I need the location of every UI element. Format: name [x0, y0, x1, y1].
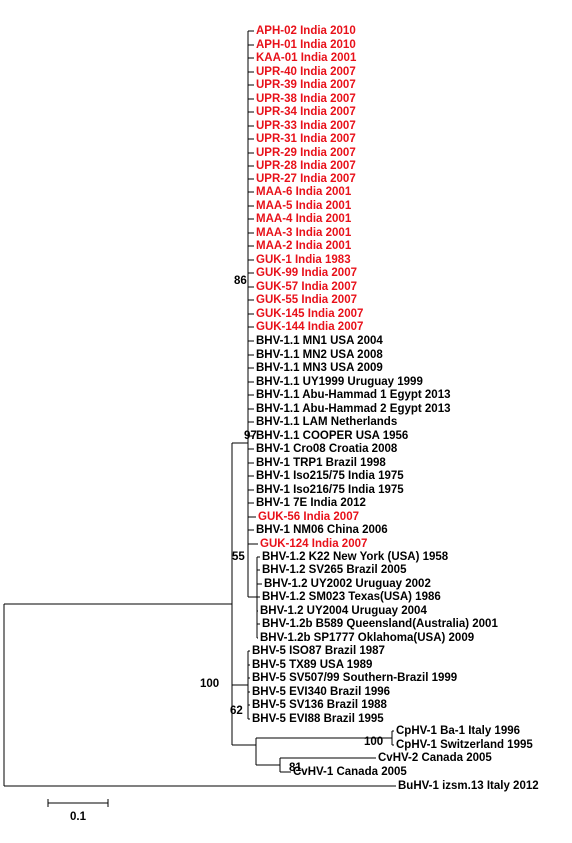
- leaf-label: BHV-1 Cro08 Croatia 2008: [256, 443, 398, 455]
- leaf-label: BHV-1.1 MN1 USA 2004: [256, 335, 383, 347]
- leaf-label: UPR-27 India 2007: [256, 173, 356, 185]
- leaf-label: BHV-5 TX89 USA 1989: [252, 659, 372, 671]
- leaf-label: BHV-1.2 K22 New York (USA) 1958: [262, 551, 449, 563]
- leaf-label: APH-01 India 2010: [256, 39, 356, 51]
- bootstrap-value: 100: [200, 678, 219, 690]
- leaf-label: CpHV-1 Switzerland 1995: [396, 739, 533, 751]
- leaf-label: BHV-1.2 UY2002 Uruguay 2002: [264, 578, 431, 590]
- leaf-label: MAA-2 India 2001: [256, 240, 352, 252]
- leaf-label: GUK-57 India 2007: [256, 281, 357, 293]
- leaf-label: GUK-55 India 2007: [256, 294, 357, 306]
- leaf-label: BHV-1.2b B589 Queensland(Australia) 2001: [262, 618, 498, 630]
- leaf-label: GUK-56 India 2007: [258, 511, 359, 523]
- leaf-label: GUK-124 India 2007: [260, 538, 367, 550]
- leaf-label: BHV-5 SV507/99 Southern-Brazil 1999: [252, 672, 457, 684]
- leaf-label: UPR-38 India 2007: [256, 93, 356, 105]
- leaf-label: BHV-1.1 Abu-Hammad 2 Egypt 2013: [256, 403, 451, 415]
- leaf-label: BHV-1 7E India 2012: [256, 497, 366, 509]
- leaf-label: CvHV-2 Canada 2005: [378, 752, 492, 764]
- bootstrap-value: 55: [232, 551, 245, 563]
- leaf-label: BuHV-1 izsm.13 Italy 2012: [398, 780, 539, 792]
- leaf-label: CpHV-1 Ba-1 Italy 1996: [396, 725, 520, 737]
- bootstrap-value: 97: [244, 430, 257, 442]
- leaf-label: BHV-5 EVI88 Brazil 1995: [252, 713, 384, 725]
- bootstrap-value: 62: [230, 705, 243, 717]
- leaf-label: BHV-1.2 SV265 Brazil 2005: [262, 564, 407, 576]
- leaf-label: APH-02 India 2010: [256, 25, 356, 37]
- bootstrap-value: 86: [234, 275, 247, 287]
- ingroup-node: [231, 442, 256, 746]
- leaf-label: GUK-1 India 1983: [256, 254, 351, 266]
- leaf-label: BHV-1 Iso215/75 India 1975: [256, 470, 404, 482]
- leaf-label: GUK-145 India 2007: [256, 308, 363, 320]
- leaf-label: BHV-1.2b SP1777 Oklahoma(USA) 2009: [260, 632, 474, 644]
- leaf-label: UPR-28 India 2007: [256, 160, 356, 172]
- cervid-caprine-node: [255, 731, 393, 772]
- leaf-label: BHV-1.1 UY1999 Uruguay 1999: [256, 376, 423, 388]
- leaf-label: BHV-1.2 SM023 Texas(USA) 1986: [262, 591, 441, 603]
- leaf-label: BHV-1 NM06 China 2006: [256, 524, 388, 536]
- leaf-label: BHV-1 TRP1 Brazil 1998: [256, 457, 386, 469]
- leaf-label: GUK-144 India 2007: [256, 321, 363, 333]
- root-branch: [3, 603, 395, 787]
- leaf-label: MAA-3 India 2001: [256, 227, 352, 239]
- bootstrap-value: 100: [364, 736, 383, 748]
- leaf-label: UPR-39 India 2007: [256, 79, 356, 91]
- scale-bar-label: 0.1: [70, 811, 87, 823]
- leaf-label: BHV-1.1 MN3 USA 2009: [256, 362, 383, 374]
- leaf-label: BHV-1.2 UY2004 Uruguay 2004: [260, 605, 427, 617]
- leaf-label: BHV-1.1 COOPER USA 1956: [256, 430, 408, 442]
- leaf-label: BHV-1 Iso216/75 India 1975: [256, 484, 404, 496]
- leaf-label: UPR-31 India 2007: [256, 133, 356, 145]
- bootstrap-value: 81: [289, 762, 302, 774]
- leaf-label: UPR-34 India 2007: [256, 106, 356, 118]
- leaf-label: UPR-40 India 2007: [256, 66, 356, 78]
- leaf-label: BHV-1.1 Abu-Hammad 1 Egypt 2013: [256, 389, 451, 401]
- leaf-label: CvHV-1 Canada 2005: [293, 766, 407, 778]
- leaf-label: MAA-4 India 2001: [256, 213, 352, 225]
- leaf-label: BHV-1.1 LAM Netherlands: [256, 416, 397, 428]
- leaf-label: UPR-29 India 2007: [256, 147, 356, 159]
- leaf-label: BHV-5 SV136 Brazil 1988: [252, 699, 387, 711]
- leaf-label: GUK-99 India 2007: [256, 267, 357, 279]
- scale-bar: [47, 799, 109, 807]
- leaf-label: BHV-1.1 MN2 USA 2008: [256, 349, 383, 361]
- leaf-label: UPR-33 India 2007: [256, 120, 356, 132]
- leaf-label: BHV-5 ISO87 Brazil 1987: [252, 645, 385, 657]
- leaf-label: MAA-6 India 2001: [256, 186, 352, 198]
- leaf-label: MAA-5 India 2001: [256, 200, 352, 212]
- leaf-label: KAA-01 India 2001: [256, 52, 357, 64]
- leaf-label: BHV-5 EVI340 Brazil 1996: [252, 686, 390, 698]
